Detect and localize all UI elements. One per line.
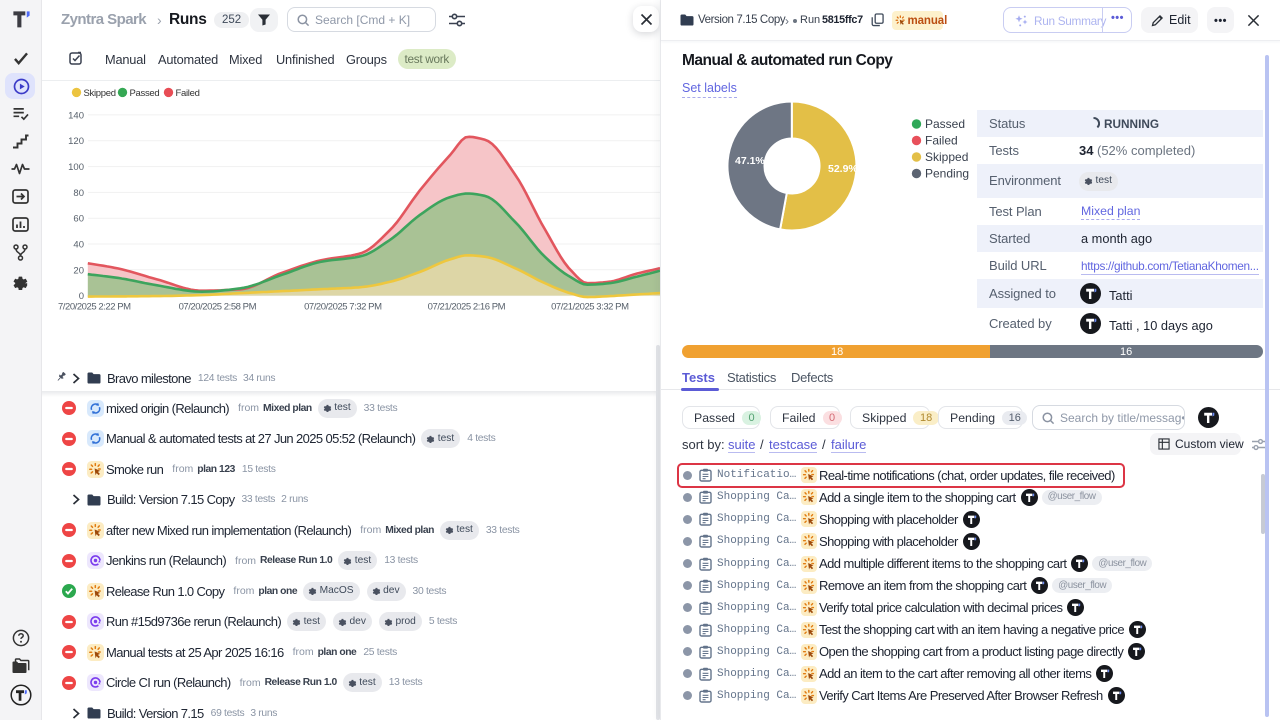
svg-text:80: 80 bbox=[73, 188, 84, 199]
svg-text:0: 0 bbox=[79, 291, 84, 302]
svg-text:Passed: Passed bbox=[925, 117, 965, 131]
svg-text:Failed: Failed bbox=[925, 134, 958, 148]
svg-text:20: 20 bbox=[73, 265, 84, 276]
svg-text:Passed: Passed bbox=[130, 88, 160, 99]
svg-text:100: 100 bbox=[68, 162, 84, 173]
svg-text:07/21/2025 2:16 PM: 07/21/2025 2:16 PM bbox=[428, 302, 506, 313]
svg-text:120: 120 bbox=[68, 136, 84, 147]
svg-text:7/20/2025 2:22 PM: 7/20/2025 2:22 PM bbox=[58, 302, 131, 313]
svg-text:60: 60 bbox=[73, 214, 84, 225]
svg-text:07/21/2025 3:32 PM: 07/21/2025 3:32 PM bbox=[551, 302, 629, 313]
svg-text:07/20/2025 7:32 PM: 07/20/2025 7:32 PM bbox=[304, 302, 382, 313]
svg-text:07/20/2025 2:58 PM: 07/20/2025 2:58 PM bbox=[179, 302, 257, 313]
svg-text:47.1%: 47.1% bbox=[735, 155, 765, 167]
svg-text:Skipped: Skipped bbox=[925, 150, 968, 164]
svg-text:Pending: Pending bbox=[925, 167, 969, 181]
svg-text:40: 40 bbox=[73, 240, 84, 251]
svg-text:140: 140 bbox=[68, 110, 84, 121]
svg-text:52.9%: 52.9% bbox=[828, 163, 858, 175]
svg-text:Failed: Failed bbox=[176, 88, 200, 99]
svg-text:Skipped: Skipped bbox=[84, 88, 116, 99]
